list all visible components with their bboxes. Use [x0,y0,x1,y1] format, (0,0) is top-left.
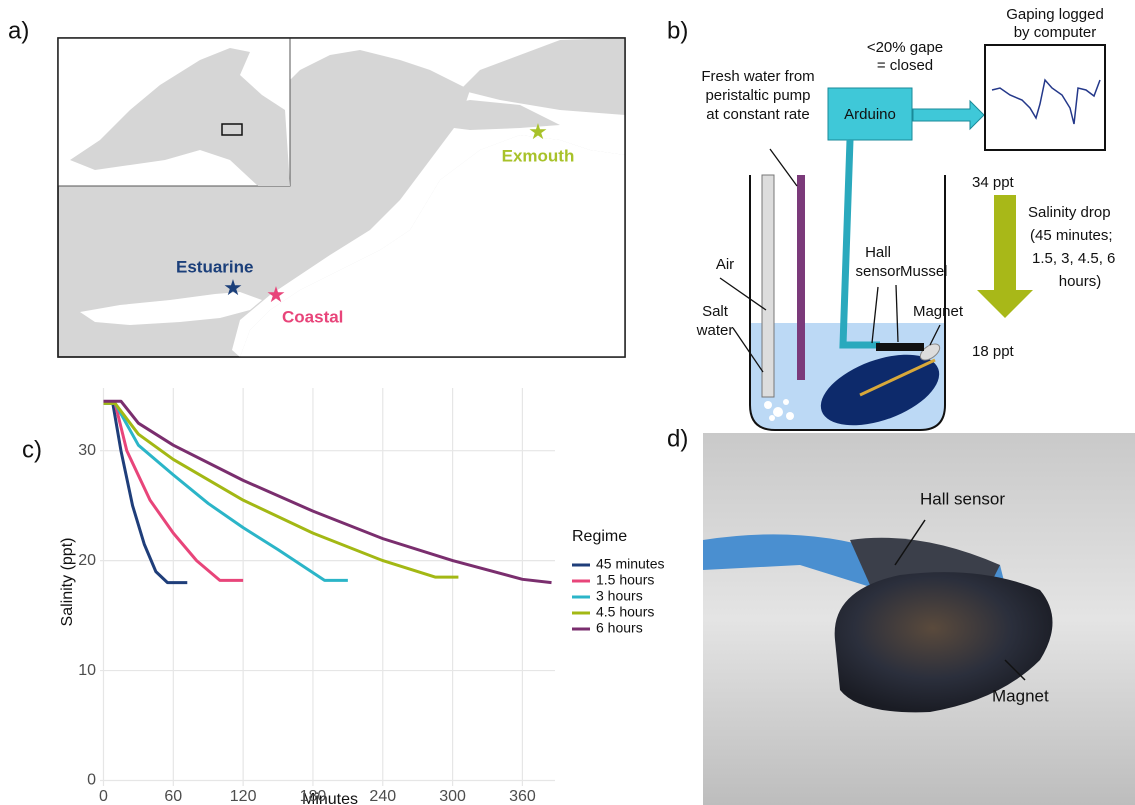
hall-sensor [876,343,924,351]
star: ★ [223,275,243,300]
legend-label: 1.5 hours [596,572,654,588]
label: Salt [702,303,729,320]
label: water [696,322,734,339]
label: Magnet [913,303,964,320]
legend-label: 45 minutes [596,556,664,572]
place-label: Exmouth [502,146,575,165]
legend-label: 4.5 hours [596,604,654,620]
x-tick-label: 60 [164,788,182,805]
series-line [103,401,551,582]
photo: Hall sensor Magnet [703,433,1135,805]
y-tick-label: 20 [78,552,96,569]
setup-diagram: Gaping logged by computer <20% gape = cl… [696,6,1116,439]
label: Salinity drop [1028,204,1111,221]
label: Magnet [992,686,1049,705]
x-tick-label: 0 [99,788,108,805]
figure: a) ★ ★ ★ Exmouth Estuarine Coastal b) [0,0,1135,805]
place-label: Estuarine [176,257,253,276]
panel-label: b) [667,17,688,44]
label: Air [716,256,734,273]
map: ★ ★ ★ Exmouth Estuarine Coastal [58,38,625,357]
water-tube [797,175,805,380]
label: Arduino [844,106,896,123]
legend-title: Regime [572,528,627,545]
star: ★ [266,282,286,307]
label: 18 ppt [972,343,1015,360]
drop-arrow [977,195,1033,318]
x-tick-label: 120 [230,788,257,805]
label: = closed [877,57,933,74]
label: sensor [855,263,900,280]
panel-label: c) [22,436,42,463]
series-line [103,403,347,580]
air-tube [762,175,774,397]
label: Hall [865,244,891,261]
label: by computer [1014,24,1097,41]
label: Mussel [900,263,948,280]
label: hours) [1059,273,1102,290]
y-tick-label: 30 [78,442,96,459]
label: <20% gape [867,39,943,56]
log-plot [985,45,1105,150]
label: (45 minutes; [1030,227,1113,244]
y-tick-label: 0 [87,772,96,789]
label: 1.5, 3, 4.5, 6 [1032,250,1115,267]
legend-label: 3 hours [596,588,643,604]
label: peristaltic pump [705,87,810,104]
place-label: Coastal [282,307,343,326]
x-tick-label: 240 [369,788,396,805]
label: Gaping logged [1006,6,1104,23]
star: ★ [528,119,548,144]
x-tick-label: 300 [439,788,466,805]
panel-label: a) [8,17,29,44]
y-tick-label: 10 [78,662,96,679]
legend-label: 6 hours [596,620,643,636]
arrow [913,101,984,129]
panel-label: d) [667,425,688,452]
label: Fresh water from [701,68,814,85]
label: 34 ppt [972,174,1015,191]
label: at constant rate [706,106,809,123]
x-tick-label: 360 [509,788,536,805]
label: Hall sensor [920,489,1005,508]
x-tick-label: 180 [300,788,327,805]
y-axis-title: Salinity (ppt) [59,538,76,627]
